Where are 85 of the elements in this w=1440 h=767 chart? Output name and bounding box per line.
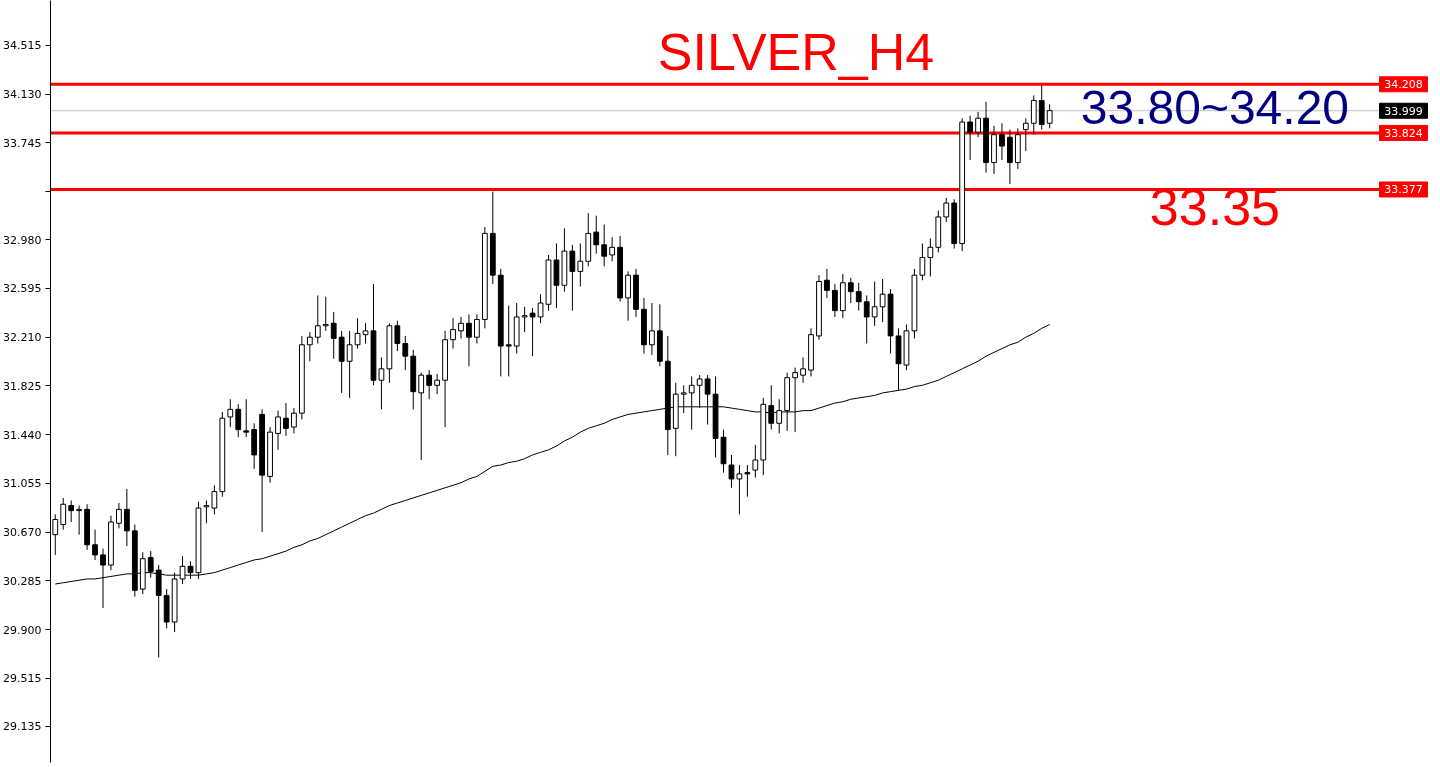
candlestick xyxy=(211,484,218,515)
candlestick xyxy=(879,278,886,323)
candlestick xyxy=(450,317,456,350)
candlestick xyxy=(426,369,433,400)
candlestick xyxy=(123,488,130,547)
candlestick xyxy=(943,197,950,223)
candlestick xyxy=(235,403,242,438)
candlestick xyxy=(768,384,775,431)
candlestick xyxy=(60,497,67,531)
candlestick xyxy=(680,384,687,414)
y-tick-label: 32.980 xyxy=(3,233,42,247)
candlestick xyxy=(863,294,870,345)
candlestick xyxy=(147,550,154,579)
candlestick xyxy=(744,464,751,498)
candlestick xyxy=(927,237,934,277)
candlestick xyxy=(314,294,321,345)
candlestick xyxy=(402,335,409,371)
annotation: 33.80~34.20 xyxy=(1080,81,1350,135)
y-tick-label: 29.515 xyxy=(3,672,42,686)
candlestick xyxy=(625,270,631,322)
candlestick xyxy=(871,281,878,327)
candlestick xyxy=(649,302,655,356)
candlestick xyxy=(283,402,289,437)
candlestick xyxy=(999,122,1005,161)
candlestick xyxy=(696,374,703,409)
y-tick-label: 31.440 xyxy=(3,428,42,442)
candlestick xyxy=(275,410,281,451)
candlestick xyxy=(569,244,576,312)
candlestick xyxy=(474,313,480,345)
y-tick-label: 29.900 xyxy=(3,623,42,637)
candlestick xyxy=(529,307,536,357)
candlestick xyxy=(227,398,234,428)
y-tick-label: 34.515 xyxy=(3,39,42,53)
candlestick xyxy=(688,375,695,431)
candlestick xyxy=(322,296,329,332)
y-tick-label: 29.135 xyxy=(3,720,42,734)
candlestick xyxy=(577,243,584,288)
y-tick-label: 30.285 xyxy=(3,574,42,588)
candlestick xyxy=(243,398,250,438)
candlestick xyxy=(800,356,806,384)
candlestick xyxy=(1030,94,1037,136)
ref-line-label: 34.208 xyxy=(1384,78,1423,92)
candlestick xyxy=(434,373,441,395)
candlestick xyxy=(792,367,798,433)
ref-line-label: 33.824 xyxy=(1384,126,1423,140)
candlestick xyxy=(116,502,122,529)
y-tick-label: 30.670 xyxy=(3,526,42,540)
candlestick xyxy=(521,306,528,333)
candlestick xyxy=(824,268,830,299)
candlestick xyxy=(306,331,313,362)
chart-title: SILVER_H4 xyxy=(657,22,935,81)
candlestick xyxy=(752,444,759,479)
candlestick xyxy=(593,215,600,255)
candlestick xyxy=(1022,117,1029,152)
candlestick xyxy=(609,236,616,262)
candlestick xyxy=(776,398,783,434)
y-tick-label: 33.745 xyxy=(3,136,42,150)
candlestick xyxy=(967,115,974,161)
candlestick xyxy=(975,111,981,138)
y-tick-label: 32.210 xyxy=(3,331,42,345)
candlestick xyxy=(291,407,297,434)
candlestick xyxy=(1046,103,1053,129)
candlestick xyxy=(505,305,512,377)
candlestick xyxy=(458,316,464,339)
candlestick xyxy=(704,374,711,426)
ref-line-label: 33.999 xyxy=(1384,104,1423,118)
candlestick xyxy=(418,372,425,461)
candlestick xyxy=(855,282,862,312)
candlestick xyxy=(346,330,353,399)
candlestick xyxy=(919,243,926,281)
candlestick xyxy=(832,283,838,318)
candlestick xyxy=(92,529,98,561)
candlestick xyxy=(601,224,608,267)
y-tick-label: 32.595 xyxy=(3,282,42,296)
y-tick-label: 34.130 xyxy=(3,88,42,102)
candlestick xyxy=(68,499,75,523)
candlestick xyxy=(466,313,472,367)
candlestick xyxy=(76,505,83,536)
candlestick xyxy=(394,320,401,352)
ref-line-label: 33.377 xyxy=(1384,183,1423,197)
y-tick-label: 31.055 xyxy=(3,477,42,491)
candlestick xyxy=(847,277,854,304)
y-tick-label: 31.825 xyxy=(3,379,42,393)
candlestick xyxy=(203,499,210,524)
candlestick xyxy=(330,311,337,360)
